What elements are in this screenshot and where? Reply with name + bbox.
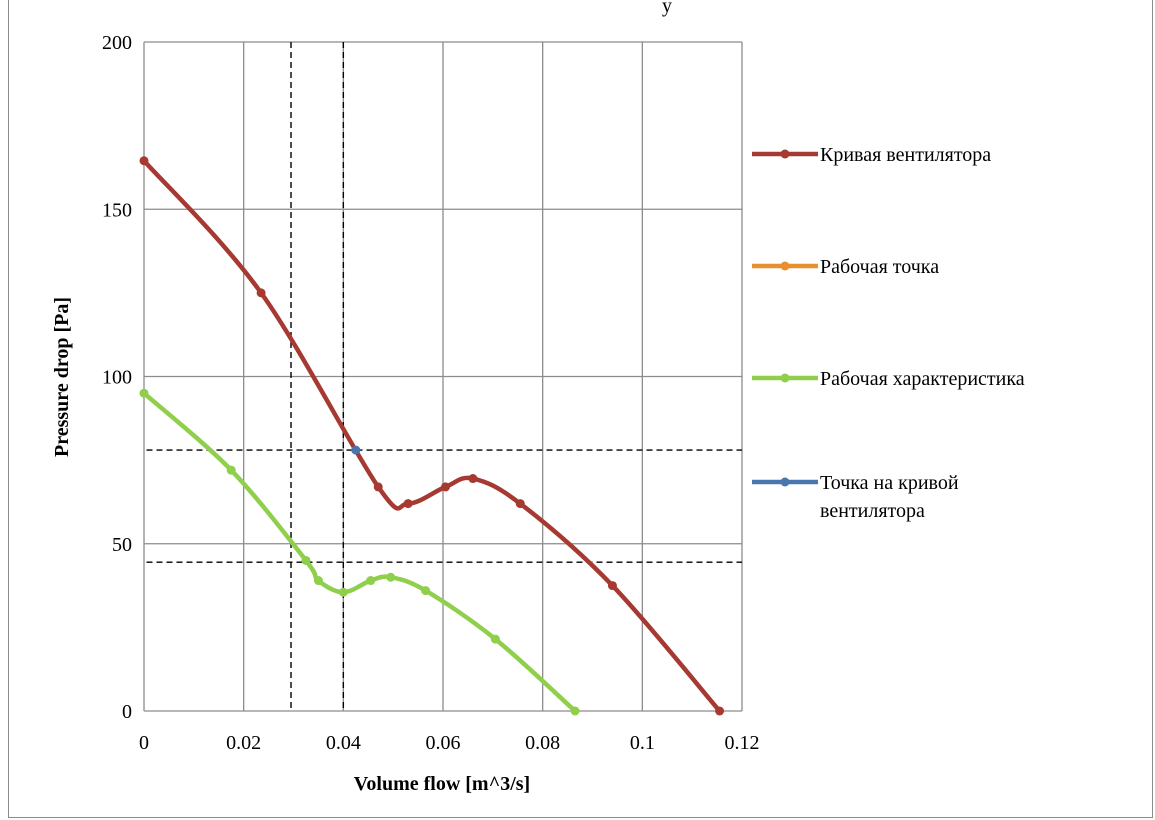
y-tick-labels: 0 50 100 150 200 [102,32,132,723]
data-point-3 [351,445,361,455]
data-point-2 [421,586,431,596]
x-tick-label: 0.12 [725,732,760,754]
x-tick-label: 0.08 [525,732,560,754]
legend-label: Точка на кривой вентилятора [820,472,959,522]
data-point-0 [403,499,413,509]
y-tick-label: 50 [112,534,132,556]
data-point-2 [570,706,580,716]
data-point-2 [490,634,500,644]
series-line-2 [141,390,578,714]
data-point-0 [715,706,725,716]
series-group [139,156,725,716]
data-point-2 [386,572,396,582]
y-tick-label: 150 [102,199,132,221]
x-tick-label: 0.06 [426,732,461,754]
data-point-0 [607,581,617,591]
legend-swatch-marker [780,477,790,487]
y-tick-label: 200 [102,32,132,54]
y-axis-title: Pressure drop [Pa] [51,297,73,457]
data-point-2 [366,576,376,586]
y-tick-label: 0 [122,701,132,723]
y-tick-label: 100 [102,367,132,389]
data-point-2 [301,555,311,565]
data-point-2 [313,576,323,586]
legend-label-line: Точка на кривой [820,472,959,494]
x-axis-title: Volume flow [m^3/s] [354,773,530,795]
data-point-0 [256,288,266,298]
legend-label: Кривая вентилятора [820,144,991,166]
legend-label-line: вентилятора [820,500,925,522]
legend-swatch-marker [780,149,790,159]
reference-lines [146,42,742,711]
legend-label: Рабочая точка [820,256,939,278]
x-tick-label: 0.04 [326,732,361,754]
grid-lines [143,41,743,712]
data-point-2 [226,465,236,475]
data-point-0 [373,482,383,492]
data-point-2 [139,388,149,398]
legend: Кривая вентилятора Рабочая точка Рабочая х… [752,144,1025,522]
x-tick-labels: 0 0.02 0.04 0.06 0.08 0.1 0.12 [139,732,760,754]
chart-frame [8,0,1153,818]
series-line-0 [141,158,722,714]
legend-label: Рабочая характеристика [820,368,1025,390]
data-point-0 [515,499,525,509]
chart-title-fragment: y [662,0,672,17]
data-point-0 [468,474,478,484]
x-tick-label: 0.02 [226,732,261,754]
legend-swatch-marker [780,373,790,383]
data-point-2 [338,587,348,597]
x-tick-label: 0.1 [630,732,655,754]
legend-swatch-marker [780,261,790,271]
data-point-0 [440,482,450,492]
x-tick-label: 0 [139,732,149,754]
data-point-0 [139,156,149,166]
